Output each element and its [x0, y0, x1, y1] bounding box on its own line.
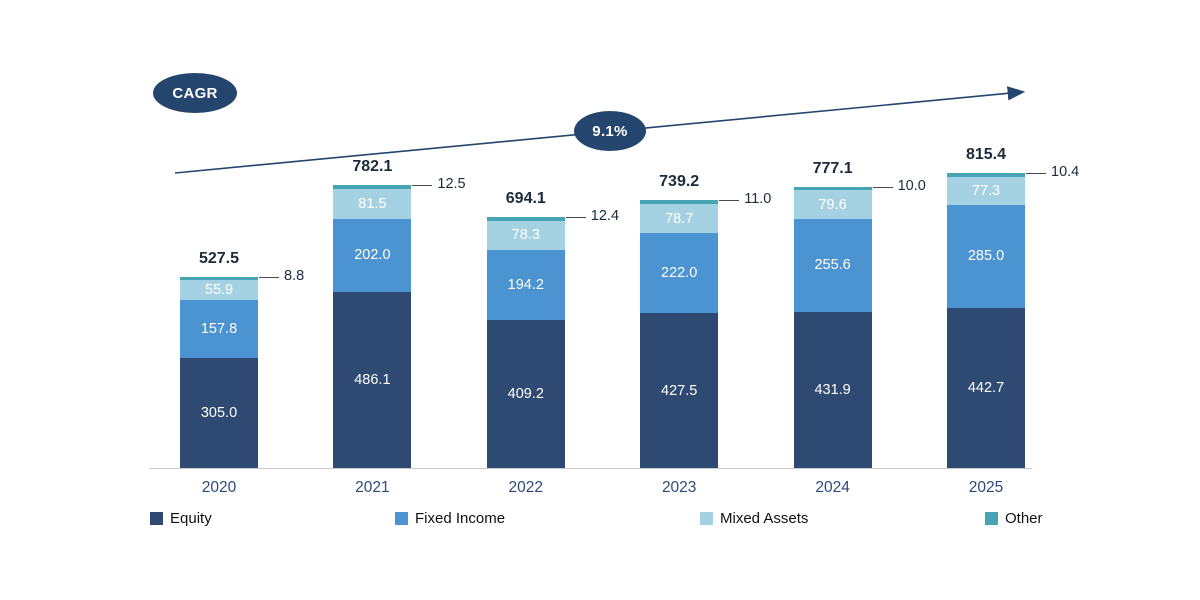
- bar-segment-mixed-assets: 78.3: [486, 221, 565, 250]
- other-value-label: 11.0: [744, 191, 772, 208]
- bar-segment-fixed-income: 222.0: [640, 232, 719, 314]
- cagr-value-badge: 9.1%: [574, 111, 646, 151]
- x-axis-label: 2024: [815, 479, 850, 496]
- bar-segment-mixed-assets: 81.5: [333, 189, 412, 219]
- legend-label-fixed-income: Fixed Income: [415, 510, 506, 527]
- other-value-label: 10.0: [897, 177, 926, 194]
- bar-segment-other: [947, 172, 1025, 177]
- bar-segment-other: [333, 184, 412, 190]
- bar-segment-mixed-assets: 78.7: [640, 204, 719, 233]
- bar-segment-equity: 305.0: [180, 357, 258, 468]
- total-label: 527.5: [198, 250, 240, 268]
- bar-segment-equity: 409.2: [486, 319, 565, 468]
- legend-label-equity: Equity: [170, 510, 212, 527]
- bar-segment-fixed-income: 194.2: [486, 249, 565, 320]
- bar-segment-other: [793, 186, 872, 191]
- total-label: 782.1: [352, 157, 393, 175]
- bar-segment-other: [640, 200, 719, 205]
- other-callout-line: [872, 186, 893, 188]
- other-value-label: 8.8: [284, 268, 305, 285]
- legend-swatch-other: [985, 512, 998, 525]
- legend-item-other: Other: [985, 510, 1043, 527]
- bar-segment-fixed-income: 285.0: [947, 204, 1025, 308]
- bar-segment-mixed-assets: 77.3: [947, 176, 1025, 205]
- other-callout-line: [719, 200, 740, 202]
- bar-segment-equity: 431.9: [793, 311, 872, 468]
- x-axis-label: 2020: [201, 479, 237, 496]
- other-value-label: 12.5: [437, 175, 466, 192]
- total-label: 777.1: [812, 159, 853, 177]
- legend-label-other: Other: [1005, 510, 1043, 527]
- legend-item-equity: Equity: [150, 510, 212, 527]
- legend-item-fixed-income: Fixed Income: [395, 510, 505, 527]
- bar-segment-fixed-income: 202.0: [333, 218, 412, 293]
- legend-item-mixed-assets: Mixed Assets: [700, 510, 808, 527]
- legend-swatch-mixed-assets: [700, 512, 713, 525]
- other-value-label: 10.4: [1051, 163, 1080, 180]
- bar-segment-fixed-income: 255.6: [793, 219, 872, 312]
- other-value-label: 12.4: [590, 207, 620, 224]
- other-callout-line: [1026, 172, 1046, 174]
- bar-segment-fixed-income: 157.8: [180, 300, 258, 358]
- cagr-value-label: 9.1%: [592, 122, 628, 140]
- bar-segment-mixed-assets: 55.9: [180, 280, 258, 301]
- bar-segment-mixed-assets: 79.6: [793, 190, 872, 220]
- total-label: 739.2: [659, 173, 700, 191]
- bar-segment-other: [486, 216, 565, 222]
- other-callout-line: [259, 277, 279, 279]
- total-label: 815.4: [965, 145, 1007, 163]
- other-callout-line: [412, 184, 433, 186]
- legend-swatch-fixed-income: [395, 512, 408, 525]
- cagr-badge-label: CAGR: [172, 84, 218, 102]
- x-axis-line: [150, 468, 1032, 469]
- bar-segment-equity: 442.7: [947, 307, 1025, 468]
- other-callout-line: [565, 216, 586, 218]
- cagr-badge: CAGR: [153, 73, 237, 113]
- x-axis-label: 2023: [661, 479, 697, 496]
- legend-label-mixed-assets: Mixed Assets: [720, 510, 809, 527]
- bar-segment-other: [180, 277, 258, 281]
- x-axis-label: 2022: [508, 479, 544, 496]
- total-label: 694.1: [505, 189, 546, 207]
- bar-segment-equity: 486.1: [333, 292, 412, 468]
- legend-swatch-equity: [150, 512, 163, 525]
- x-axis-label: 2021: [355, 479, 390, 496]
- x-axis-label: 2025: [968, 479, 1004, 496]
- bar-segment-equity: 427.5: [640, 313, 719, 468]
